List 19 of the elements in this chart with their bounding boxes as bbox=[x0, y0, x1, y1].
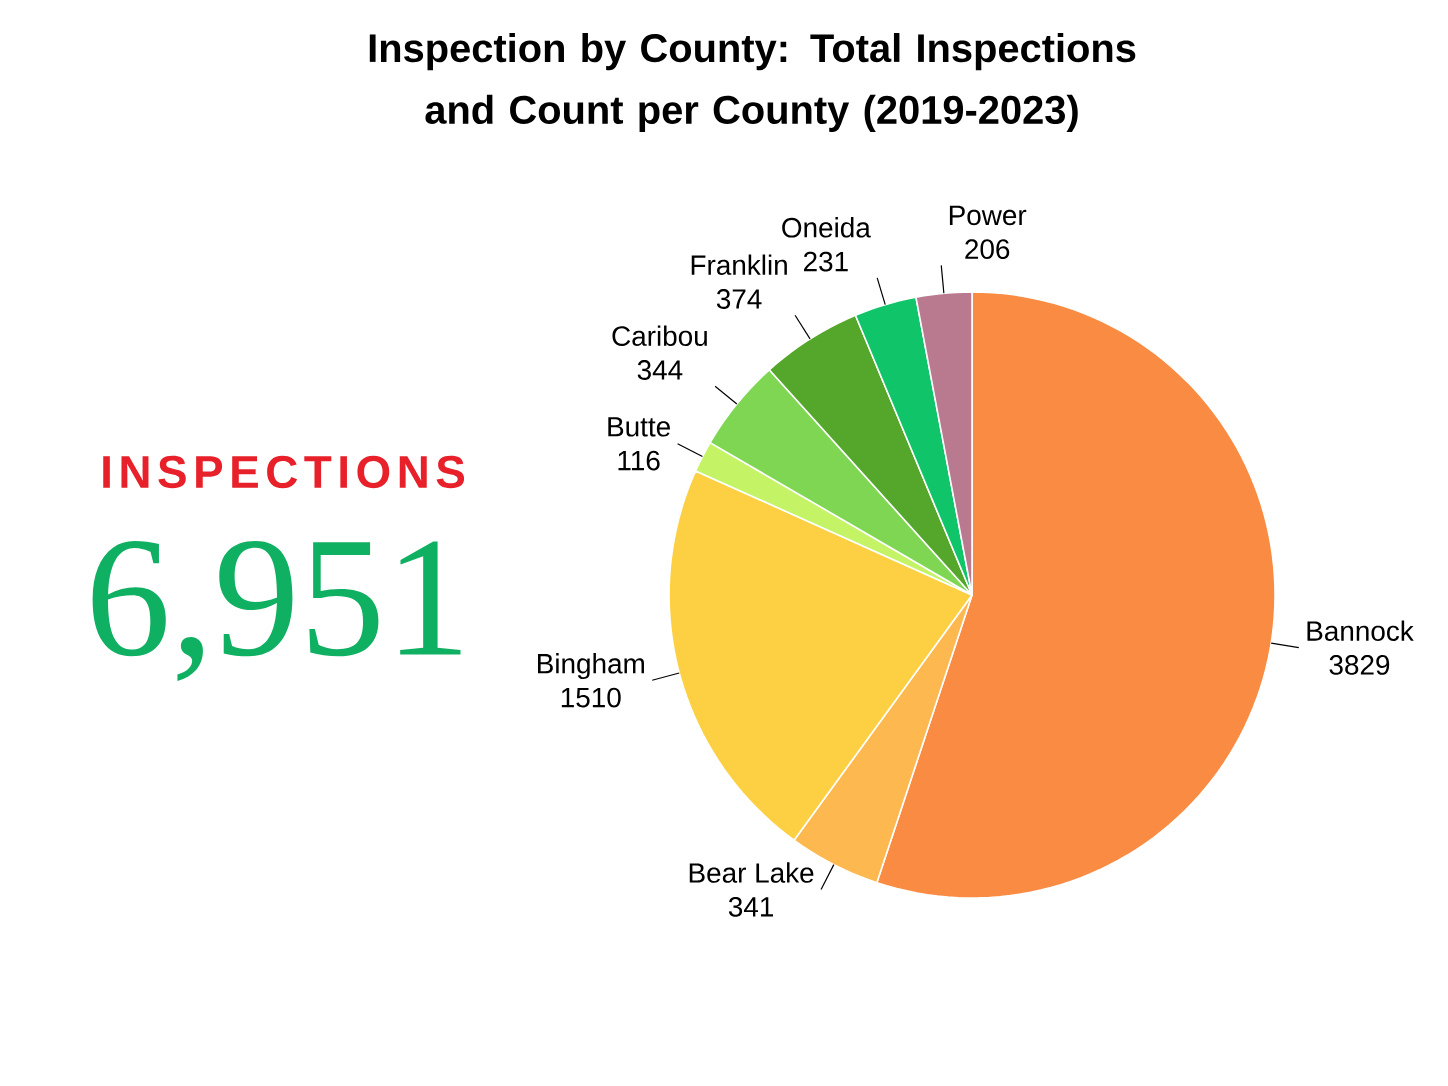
data-label: 1510 bbox=[561, 687, 621, 708]
data-label: 374 bbox=[716, 289, 762, 309]
slice-label: Butte bbox=[608, 417, 670, 437]
data-label: 231 bbox=[803, 251, 848, 272]
data-label: 116 bbox=[618, 450, 660, 471]
text: INSPECTIONS bbox=[103, 455, 465, 489]
data-label: 206 bbox=[965, 239, 1010, 260]
slice-label: Bear Lake bbox=[689, 862, 814, 883]
data-label: 341 bbox=[728, 896, 773, 917]
data-label: 344 bbox=[637, 360, 683, 380]
chart-title: Inspection by County: Total Inspections and Count per County (2019-2023) bbox=[369, 33, 1136, 132]
text: 6,951 bbox=[92, 541, 461, 681]
data-label: 3829 bbox=[1329, 655, 1390, 675]
slice-label: Franklin bbox=[691, 254, 787, 275]
slice-label: Caribou bbox=[612, 325, 707, 347]
slice-label: Power bbox=[949, 205, 1027, 226]
slice-label: Bannock bbox=[1307, 620, 1414, 641]
slice-label: Bingham bbox=[538, 653, 644, 680]
slice-label: Oneida bbox=[782, 217, 871, 238]
